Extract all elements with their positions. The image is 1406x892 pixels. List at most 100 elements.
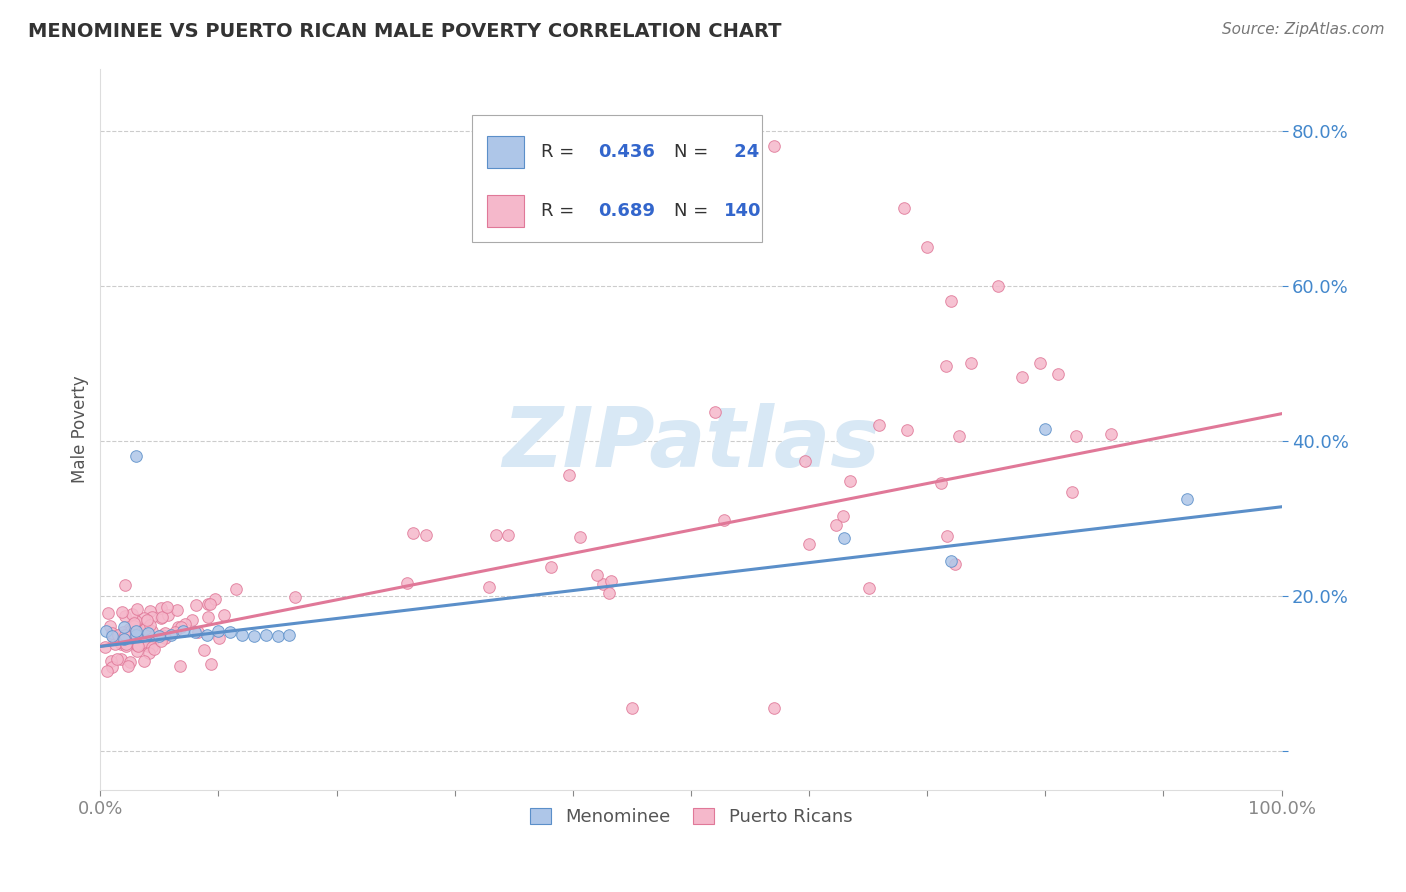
Point: [896, 423, 918, 437]
Text: R =: R =: [541, 202, 579, 220]
Point: [141, 624, 163, 638]
Point: [915, 240, 938, 254]
Point: [98, 619, 121, 633]
Point: [125, 624, 148, 638]
Text: R =: R =: [541, 144, 579, 161]
Text: 0.436: 0.436: [598, 144, 655, 161]
Point: [868, 417, 890, 432]
Point: [1060, 484, 1083, 499]
Point: [115, 640, 138, 654]
Point: [156, 600, 179, 615]
Point: [110, 652, 132, 666]
Point: [136, 639, 159, 653]
Point: [1033, 422, 1056, 436]
Point: [114, 634, 136, 648]
Text: N =: N =: [675, 202, 709, 220]
Point: [197, 610, 219, 624]
Point: [148, 629, 170, 643]
Bar: [486, 136, 524, 168]
Point: [1029, 356, 1052, 370]
Point: [1011, 370, 1033, 384]
Text: 140: 140: [724, 202, 762, 220]
Point: [193, 643, 215, 657]
Bar: [486, 194, 524, 227]
Point: [125, 450, 148, 464]
Point: [134, 622, 156, 636]
Point: [496, 528, 519, 542]
Point: [200, 657, 222, 671]
Point: [97, 607, 120, 621]
Point: [231, 628, 253, 642]
Point: [122, 616, 145, 631]
Point: [101, 629, 124, 643]
Point: [934, 359, 956, 373]
Point: [136, 626, 159, 640]
Point: [284, 591, 307, 605]
Point: [101, 630, 124, 644]
Point: [114, 609, 136, 624]
Point: [592, 577, 614, 591]
Point: [197, 597, 219, 611]
Point: [125, 628, 148, 642]
Point: [96, 624, 118, 638]
Point: [620, 701, 643, 715]
Text: 24: 24: [727, 144, 759, 161]
Point: [125, 614, 148, 628]
Point: [124, 626, 146, 640]
Point: [149, 611, 172, 625]
Point: [540, 559, 562, 574]
Point: [569, 530, 592, 544]
Point: [127, 622, 149, 636]
Point: [160, 628, 183, 642]
Point: [1099, 427, 1122, 442]
Point: [184, 625, 207, 640]
Point: [149, 634, 172, 648]
Point: [214, 608, 236, 623]
FancyBboxPatch shape: [472, 115, 762, 242]
Point: [111, 605, 134, 619]
Point: [254, 628, 277, 642]
Point: [187, 624, 209, 639]
Point: [101, 660, 124, 674]
Point: [839, 474, 862, 488]
Point: [149, 601, 172, 615]
Point: [127, 644, 149, 658]
Point: [138, 646, 160, 660]
Point: [135, 620, 157, 634]
Point: [225, 582, 247, 596]
Point: [94, 640, 117, 654]
Point: [150, 627, 173, 641]
Point: [266, 629, 288, 643]
Point: [204, 591, 226, 606]
Point: [831, 509, 853, 524]
Point: [166, 620, 188, 634]
Point: [173, 616, 195, 631]
Point: [132, 611, 155, 625]
Point: [112, 632, 135, 646]
Point: [120, 623, 142, 637]
Point: [134, 626, 156, 640]
Text: N =: N =: [675, 144, 709, 161]
Text: 0.689: 0.689: [598, 202, 655, 220]
Point: [117, 658, 139, 673]
Point: [150, 610, 173, 624]
Point: [111, 631, 134, 645]
Point: [948, 429, 970, 443]
Point: [101, 625, 124, 640]
Point: [278, 628, 301, 642]
Point: [172, 624, 194, 638]
Point: [762, 701, 785, 715]
Point: [939, 554, 962, 568]
Point: [586, 568, 609, 582]
Point: [156, 607, 179, 622]
Point: [96, 664, 118, 678]
Point: [402, 526, 425, 541]
Point: [132, 634, 155, 648]
Point: [485, 527, 508, 541]
Point: [105, 651, 128, 665]
Point: [207, 624, 229, 638]
Text: Source: ZipAtlas.com: Source: ZipAtlas.com: [1222, 22, 1385, 37]
Point: [112, 620, 135, 634]
Y-axis label: Male Poverty: Male Poverty: [72, 376, 89, 483]
Point: [134, 628, 156, 642]
